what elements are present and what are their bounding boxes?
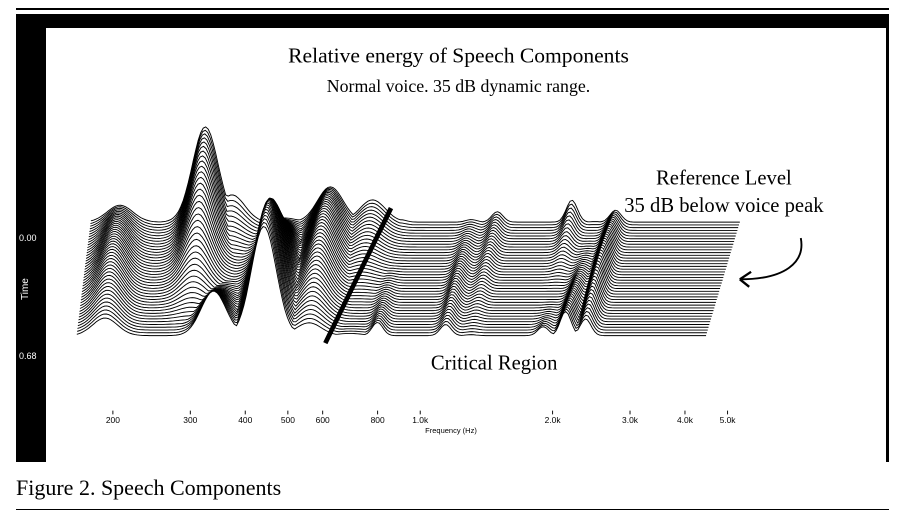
x-axis-bar xyxy=(46,435,886,462)
reference-arrow xyxy=(739,237,803,281)
waterfall-layer xyxy=(86,176,731,254)
waterfall-layer xyxy=(82,198,721,289)
critical-region-label: Critical Region xyxy=(431,352,558,374)
waterfall-layer xyxy=(80,199,715,309)
figure-caption: Figure 2. Speech Components xyxy=(16,475,282,500)
waterfall-layer xyxy=(81,197,717,301)
critical-region-line xyxy=(323,207,394,345)
waterfall-layer xyxy=(86,188,730,259)
waterfall-layer xyxy=(87,160,734,245)
waterfall-layer xyxy=(77,214,709,328)
waterfall-layer xyxy=(80,198,716,303)
x-tick-label: 200 xyxy=(106,415,120,425)
waterfall-layer xyxy=(79,204,712,317)
x-tick-label: 5.0k xyxy=(720,415,737,425)
waterfall-layer xyxy=(85,194,729,262)
bottom-rule xyxy=(16,509,889,510)
waterfall-layer xyxy=(85,207,727,267)
waterfall-layer xyxy=(82,198,720,292)
x-tick-label: 800 xyxy=(371,415,385,425)
waterfall-layer xyxy=(84,205,726,273)
waterfall-layer xyxy=(90,129,739,226)
chart-subtitle: Normal voice. 35 dB dynamic range. xyxy=(327,76,590,96)
y-tick-label-start: 0.00 xyxy=(19,233,37,243)
waterfall-layer xyxy=(79,200,714,312)
waterfall-layer xyxy=(81,197,718,298)
waterfall-layer xyxy=(88,155,735,243)
waterfall-layer xyxy=(87,165,733,248)
waterfall-layer xyxy=(90,126,740,223)
waterfall-chart: 200 300 400 500 600 800 1.0k 2.0k 3.0k 4.0k 5.0k R… xyxy=(76,44,824,435)
waterfall-layer xyxy=(78,211,710,325)
waterfall-layer xyxy=(88,150,735,240)
x-tick-label: 400 xyxy=(238,415,252,425)
reference-level-label: Reference Level xyxy=(656,168,792,190)
x-tick-label: 3.0k xyxy=(622,415,639,425)
x-tick-label: 300 xyxy=(183,415,197,425)
waterfall-layer xyxy=(84,206,726,270)
waterfall-layer xyxy=(78,206,712,320)
waterfall-layer xyxy=(89,145,736,237)
y-tick-label-end: 0.68 xyxy=(19,351,37,361)
x-tick-label: 4.0k xyxy=(677,415,694,425)
waterfall-layer xyxy=(82,199,721,287)
waterfall-layer xyxy=(80,198,716,306)
reference-level-sublabel: 35 dB below voice peak xyxy=(624,195,824,217)
waterfall-layer xyxy=(89,141,737,234)
waterfall-layer xyxy=(81,197,719,295)
x-tick-label: 2.0k xyxy=(545,415,562,425)
x-tick-label: 1.0k xyxy=(412,415,429,425)
waterfall-layer xyxy=(78,208,711,323)
waterfall-layer xyxy=(87,171,732,251)
waterfall-layers xyxy=(76,126,740,337)
waterfall-layer xyxy=(79,202,713,314)
chart-title: Relative energy of Speech Components xyxy=(288,44,629,68)
reference-arrow-head xyxy=(739,270,752,288)
waterfall-layer xyxy=(76,225,707,337)
waterfall-layer xyxy=(83,202,724,278)
waterfall-layer xyxy=(90,133,739,229)
waterfall-layer xyxy=(84,203,725,276)
x-axis-title: Frequency (Hz) xyxy=(425,426,477,435)
x-tick-label: 500 xyxy=(281,415,295,425)
waterfall-layer xyxy=(86,182,730,256)
waterfall-layer xyxy=(83,201,723,281)
waterfall-layer xyxy=(83,200,722,284)
waterfall-layer xyxy=(85,200,728,265)
top-rule xyxy=(16,8,889,10)
waterfall-layer xyxy=(89,137,738,231)
waterfall-layer xyxy=(77,221,707,334)
x-tick-labels: 200 300 400 500 600 800 1.0k 2.0k 3.0k 4.0k 5.0k xyxy=(106,410,737,425)
x-tick-label: 600 xyxy=(316,415,330,425)
waterfall-layer xyxy=(77,218,708,331)
y-axis-title: Time xyxy=(20,278,31,300)
